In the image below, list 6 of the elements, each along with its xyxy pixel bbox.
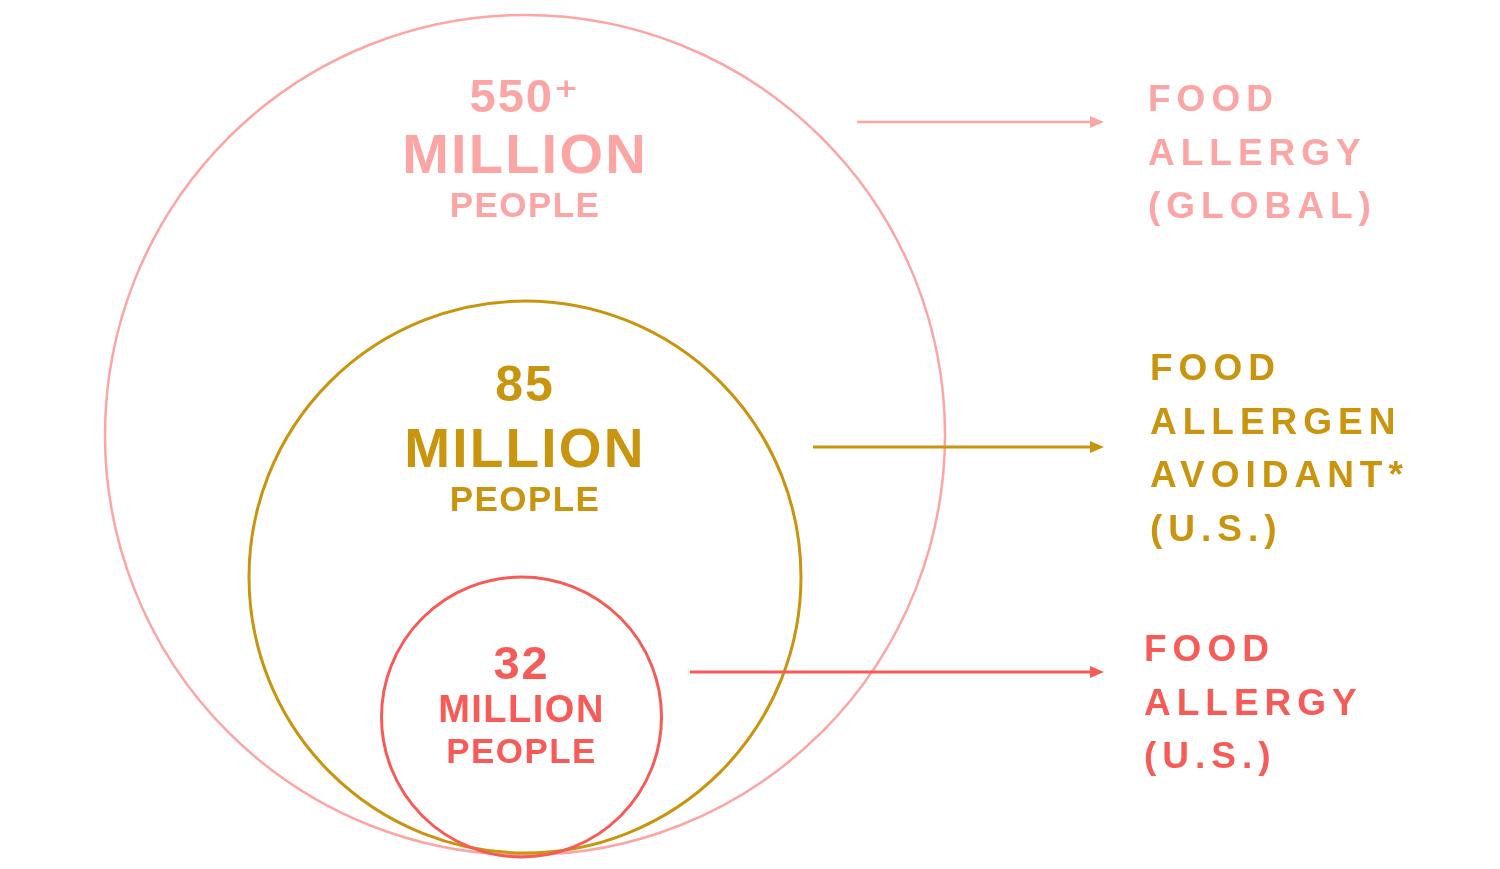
data-label: 550⁺ MILLION PEOPLE: [402, 69, 648, 224]
category-label: FOOD ALLERGY (GLOBAL): [1148, 78, 1377, 226]
category-label: FOOD ALLERGY (U.S.): [1144, 628, 1363, 776]
data-label: 32 MILLION PEOPLE: [438, 636, 605, 770]
data-label: 85 MILLION PEOPLE: [404, 356, 646, 518]
category-label: FOOD ALLERGEN AVOIDANT* (U.S.): [1150, 347, 1409, 549]
